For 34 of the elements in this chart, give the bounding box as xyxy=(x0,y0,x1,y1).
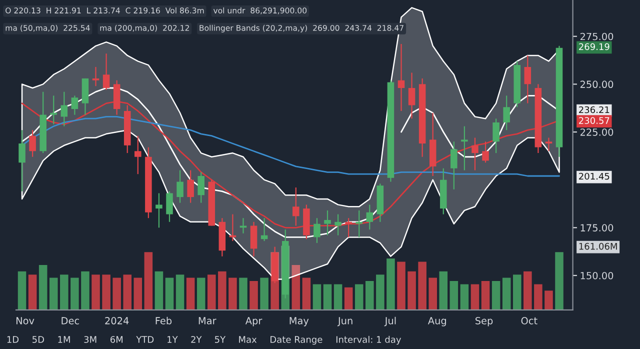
text: 3M xyxy=(84,336,96,343)
annotation: 230.57 xyxy=(579,117,610,124)
y-tick-label: 150.00 xyxy=(580,272,614,280)
annotation: 236.21 xyxy=(579,106,610,114)
x-tick-label: Sep xyxy=(475,317,493,326)
y-tick-label: 175.00 xyxy=(580,224,614,232)
x-tick-label: Feb xyxy=(156,316,172,324)
annotation: 269.19 xyxy=(579,43,610,50)
text: Max xyxy=(239,336,257,343)
x-tick-label: Mar xyxy=(198,317,216,324)
text: 6M xyxy=(110,336,122,343)
y-tick-label: 275.00 xyxy=(580,32,614,40)
x-tick-label: Jun xyxy=(337,317,352,326)
text: 5D xyxy=(32,336,44,343)
x-tick-label: Aug xyxy=(428,317,446,326)
text: 2Y xyxy=(191,336,202,343)
text: 1D xyxy=(7,336,19,343)
x-tick-label: May xyxy=(290,317,309,326)
y-tick-label: 225.00 xyxy=(580,128,614,136)
text: YTD xyxy=(136,336,154,343)
x-tick-label: Nov xyxy=(16,317,34,324)
text: 1M xyxy=(58,336,70,343)
text: Date Range xyxy=(270,336,322,345)
y-tick-label: 250.00 xyxy=(580,80,614,88)
x-tick-label: 2024 xyxy=(105,317,129,324)
x-tick-label: Oct xyxy=(521,317,538,324)
x-tick-label: Jul xyxy=(384,316,396,326)
annotation: 201.45 xyxy=(579,172,610,180)
text: 5Y xyxy=(214,336,226,343)
text: 161.06M xyxy=(579,242,617,250)
x-tick-label: Apr xyxy=(245,317,262,326)
x-tick-label: Dec xyxy=(62,317,79,324)
text: Interval: 1 day xyxy=(336,336,402,345)
text: 1Y xyxy=(168,336,178,343)
